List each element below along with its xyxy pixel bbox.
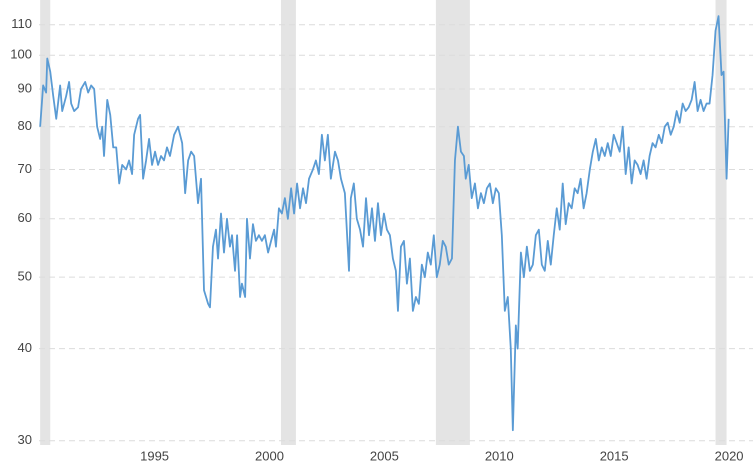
y-tick-label: 90 [18, 80, 32, 95]
y-tick-label: 80 [18, 118, 32, 133]
x-tick-label: 2015 [600, 448, 629, 463]
x-tick-label: 2005 [370, 448, 399, 463]
recession-band [40, 0, 51, 445]
x-tick-label: 2000 [255, 448, 284, 463]
x-tick-label: 2010 [485, 448, 514, 463]
recession-band [715, 0, 727, 445]
y-tick-label: 100 [10, 47, 32, 62]
y-tick-label: 30 [18, 432, 32, 447]
y-tick-label: 110 [11, 16, 32, 31]
recession-band [280, 0, 296, 445]
x-tick-label: 2020 [715, 448, 744, 463]
y-tick-label: 40 [18, 340, 32, 355]
y-tick-label: 50 [18, 269, 32, 284]
data-line [39, 15, 730, 432]
x-tick-label: 1995 [140, 448, 169, 463]
y-tick-label: 60 [18, 210, 32, 225]
y-tick-label: 70 [18, 161, 32, 176]
